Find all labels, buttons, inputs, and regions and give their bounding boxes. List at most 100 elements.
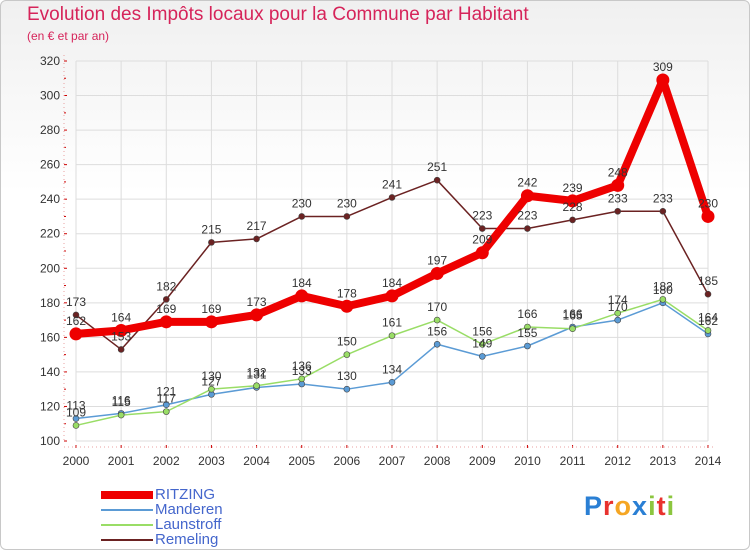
data-point-ritzing — [430, 266, 444, 280]
legend-label-launstroff: Launstroff — [155, 516, 222, 533]
data-point-manderen — [162, 401, 170, 409]
data-label-ritzing: 184 — [382, 276, 402, 290]
logo-letter: i — [666, 491, 676, 521]
data-point-remeling — [478, 225, 486, 232]
data-point-ritzing — [250, 308, 264, 322]
data-label-manderen: 149 — [472, 336, 492, 350]
x-tick-label: 2012 — [604, 454, 631, 468]
y-tick-label: 140 — [40, 365, 60, 379]
data-point-remeling — [117, 346, 125, 353]
y-tick-label: 260 — [40, 158, 60, 172]
data-point-manderen — [433, 340, 441, 348]
x-tick-label: 2010 — [514, 454, 541, 468]
x-tick-label: 2000 — [63, 454, 90, 468]
data-label-manderen: 170 — [608, 300, 628, 314]
data-point-ritzing — [159, 315, 173, 329]
data-label-launstroff: 109 — [66, 405, 86, 419]
data-point-ritzing — [385, 289, 399, 303]
data-label-ritzing: 169 — [156, 302, 176, 316]
legend-item-ritzing: RITZING — [101, 487, 223, 502]
data-label-launstroff: 115 — [112, 395, 131, 409]
data-point-ritzing — [114, 323, 128, 337]
data-point-ritzing — [340, 299, 354, 313]
data-point-remeling — [162, 296, 170, 303]
legend-swatch-manderen — [101, 508, 153, 511]
legend-swatch-ritzing — [101, 490, 153, 499]
data-point-manderen — [614, 316, 622, 324]
data-point-remeling — [614, 207, 622, 215]
data-point-remeling — [298, 213, 306, 220]
logo-letter: P — [584, 491, 604, 521]
chart-title: Evolution des Impôts locaux pour la Comm… — [27, 4, 529, 25]
data-label-ritzing: 169 — [201, 302, 221, 316]
data-point-launstroff — [298, 375, 306, 383]
data-point-remeling — [524, 225, 531, 232]
x-tick-label: 2009 — [469, 454, 496, 468]
proxiti-logo: Proxiti — [584, 491, 675, 522]
data-point-remeling — [704, 290, 712, 298]
data-point-ritzing — [520, 189, 534, 203]
data-label-ritzing: 309 — [653, 60, 673, 74]
y-tick-label: 320 — [40, 54, 60, 68]
x-tick-label: 2007 — [379, 454, 406, 468]
x-tick-label: 2003 — [198, 454, 225, 468]
data-label-manderen: 116 — [112, 393, 131, 407]
data-label-remeling: 230 — [292, 196, 312, 210]
data-point-ritzing — [295, 289, 309, 303]
data-point-launstroff — [659, 296, 667, 303]
data-point-launstroff — [162, 408, 170, 415]
data-point-remeling — [343, 213, 351, 220]
data-label-launstroff: 136 — [292, 359, 312, 373]
data-point-ritzing — [69, 327, 83, 341]
data-label-remeling: 173 — [66, 295, 86, 309]
data-label-manderen: 166 — [563, 307, 583, 321]
chart-subtitle: (en € et par an) — [27, 29, 110, 43]
x-tick-label: 2001 — [108, 454, 135, 468]
data-point-ritzing — [656, 73, 670, 87]
logo-letter: o — [614, 491, 633, 521]
legend-swatch-remeling — [101, 538, 153, 541]
logo-letter: r — [603, 491, 615, 521]
data-point-ritzing — [611, 178, 625, 192]
data-point-launstroff — [433, 316, 441, 324]
data-label-ritzing: 239 — [563, 181, 583, 195]
data-label-remeling: 215 — [201, 222, 221, 236]
y-tick-label: 300 — [40, 89, 60, 103]
data-point-launstroff — [388, 332, 396, 339]
x-tick-label: 2011 — [560, 454, 586, 468]
data-label-launstroff: 170 — [427, 300, 447, 314]
data-point-remeling — [569, 216, 576, 224]
data-point-launstroff — [208, 385, 215, 393]
data-label-remeling: 241 — [382, 177, 402, 191]
data-point-launstroff — [343, 351, 351, 358]
logo-letter: x — [632, 491, 649, 521]
logo-letter: i — [648, 491, 657, 521]
data-point-ritzing — [204, 315, 218, 329]
data-label-remeling: 223 — [472, 209, 492, 223]
data-label-remeling: 233 — [608, 191, 628, 205]
data-label-remeling: 217 — [247, 219, 267, 233]
y-tick-label: 160 — [40, 330, 60, 344]
data-point-remeling — [253, 235, 260, 243]
data-label-manderen: 156 — [427, 324, 447, 338]
x-tick-label: 2008 — [424, 454, 451, 468]
data-label-ritzing: 178 — [337, 286, 357, 300]
data-point-remeling — [659, 207, 667, 215]
data-label-remeling: 185 — [698, 274, 718, 288]
data-point-launstroff — [117, 411, 125, 419]
data-label-manderen: 113 — [66, 399, 85, 413]
data-label-remeling: 228 — [563, 200, 583, 214]
data-label-manderen: 121 — [156, 385, 176, 399]
data-point-remeling — [208, 239, 215, 246]
x-tick-label: 2013 — [650, 454, 677, 468]
data-label-remeling: 153 — [111, 329, 131, 343]
data-point-ritzing — [701, 209, 715, 223]
data-label-launstroff: 156 — [472, 324, 492, 338]
data-point-manderen — [72, 415, 80, 422]
data-label-ritzing: 162 — [66, 314, 86, 328]
data-label-ritzing: 184 — [292, 276, 312, 290]
data-label-manderen: 133 — [292, 364, 312, 378]
data-label-manderen: 155 — [517, 326, 537, 340]
logo-letter: t — [656, 491, 667, 521]
